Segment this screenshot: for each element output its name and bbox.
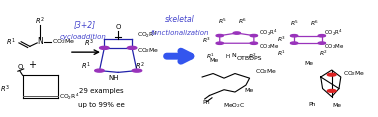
Circle shape [216, 34, 223, 37]
Text: 29 examples: 29 examples [79, 88, 124, 94]
Text: $R^{3}$: $R^{3}$ [203, 35, 211, 45]
Circle shape [99, 46, 109, 49]
Text: MeO$_2$C: MeO$_2$C [223, 101, 245, 110]
Text: $R^{5}$: $R^{5}$ [290, 19, 299, 28]
Text: $R^1$: $R^1$ [6, 37, 16, 48]
Text: H: H [226, 54, 230, 59]
Text: OTBDPS: OTBDPS [237, 56, 262, 61]
Text: CO$_2$Me: CO$_2$Me [324, 42, 345, 51]
Text: Ph: Ph [202, 100, 210, 105]
Text: Me: Me [333, 103, 342, 108]
Text: CO$_2$Me: CO$_2$Me [342, 69, 365, 78]
Text: CO$_2$Me: CO$_2$Me [137, 46, 160, 55]
Circle shape [127, 46, 137, 49]
Text: Me: Me [304, 61, 313, 66]
Text: CO$_2$Me: CO$_2$Me [259, 42, 279, 51]
Text: N: N [37, 37, 43, 46]
Text: O: O [18, 64, 23, 70]
Text: $R^2$: $R^2$ [135, 60, 144, 72]
Text: up to 99% ee: up to 99% ee [78, 102, 125, 108]
Circle shape [132, 69, 142, 72]
Circle shape [327, 90, 336, 92]
Text: skeletal: skeletal [165, 15, 195, 24]
Circle shape [327, 73, 336, 76]
Text: CO$_2$R$^4$: CO$_2$R$^4$ [324, 28, 343, 38]
Text: $R^{5}$: $R^{5}$ [218, 17, 227, 26]
Circle shape [250, 34, 257, 37]
Text: cycloaddition: cycloaddition [60, 34, 107, 40]
Text: $R^3$: $R^3$ [0, 84, 10, 95]
Circle shape [250, 42, 257, 44]
Text: +: + [28, 60, 36, 70]
Text: $R^2$: $R^2$ [319, 49, 328, 58]
Circle shape [318, 42, 325, 44]
Text: $R^1$: $R^1$ [206, 51, 215, 61]
Circle shape [290, 35, 298, 37]
Text: $R^1$: $R^1$ [277, 49, 286, 58]
Text: $R^{6}$: $R^{6}$ [238, 17, 247, 26]
Text: N: N [231, 53, 236, 58]
Text: CO$_2$Me: CO$_2$Me [52, 37, 75, 46]
Text: functionalization: functionalization [151, 30, 209, 36]
Text: $R^3$: $R^3$ [84, 38, 93, 49]
Text: $R^1$: $R^1$ [81, 60, 91, 72]
Circle shape [290, 42, 298, 44]
Text: CO$_2$R$^4$: CO$_2$R$^4$ [259, 28, 278, 38]
Text: Me: Me [244, 88, 254, 93]
Text: CO$_2$Me: CO$_2$Me [255, 67, 277, 76]
Circle shape [233, 32, 240, 34]
Text: $R^{6}$: $R^{6}$ [310, 19, 319, 28]
Text: O: O [116, 24, 121, 30]
Text: Ph: Ph [308, 102, 315, 107]
Circle shape [216, 42, 223, 44]
Circle shape [95, 69, 104, 72]
Text: CO$_2$R$^4$: CO$_2$R$^4$ [137, 30, 158, 40]
Text: CO$_2$R$^4$: CO$_2$R$^4$ [59, 92, 80, 102]
Text: $R^2$: $R^2$ [35, 16, 45, 27]
Circle shape [318, 35, 325, 37]
Text: Me: Me [209, 58, 219, 63]
Text: $R^{3}$: $R^{3}$ [277, 35, 285, 44]
Text: NH: NH [108, 75, 119, 81]
Text: [3+2]: [3+2] [73, 20, 95, 29]
Text: $R^2$: $R^2$ [248, 51, 257, 61]
